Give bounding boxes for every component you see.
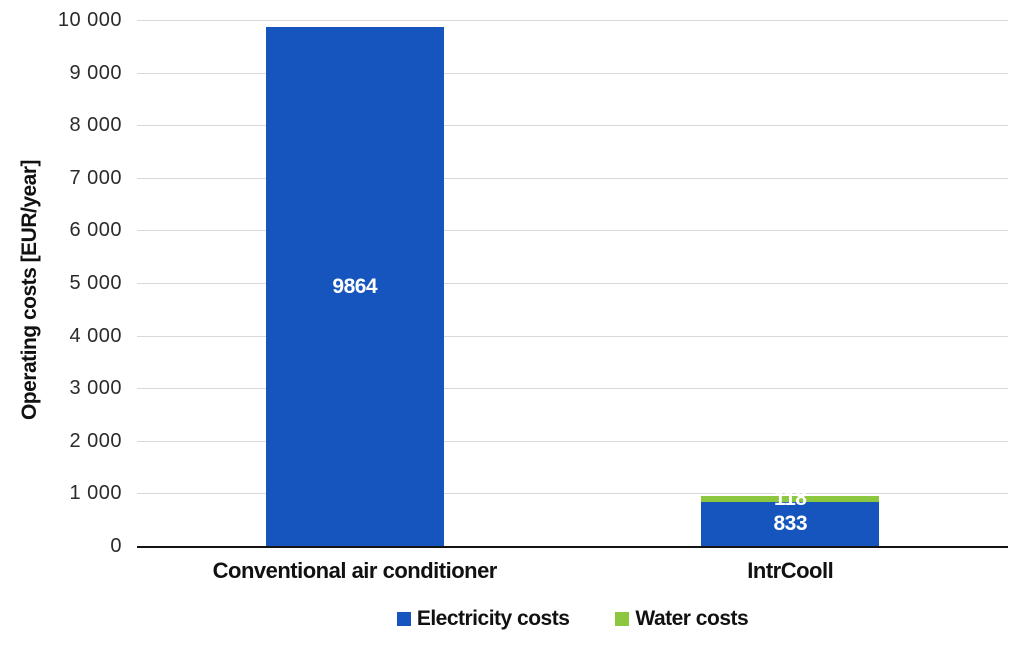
y-tick-label: 5 000	[69, 272, 122, 294]
bar-value-label: 9864	[332, 274, 378, 298]
bar-value-label: 118	[774, 487, 807, 511]
bar-segment: 118	[701, 487, 880, 510]
y-tick-label: 6 000	[69, 219, 122, 242]
gridline	[137, 72, 1008, 74]
y-tick-label: 8 000	[69, 114, 122, 137]
gridline	[137, 283, 1008, 284]
y-tick-label: 7 000	[69, 166, 122, 189]
legend-color-swatch-icon	[396, 612, 411, 626]
x-axis-category-labels: Conventional air conditioner IntrCooll	[137, 558, 1008, 588]
gridline	[137, 125, 1008, 127]
legend-color-swatch-icon	[615, 612, 630, 626]
y-tick-label: 3 000	[69, 377, 122, 400]
legend-label: Electricity costs	[416, 607, 570, 630]
bar-value-label: 833	[773, 512, 808, 536]
y-tick-label: 4 000	[69, 324, 122, 347]
gridline	[137, 177, 1008, 179]
gridline	[137, 230, 1008, 232]
bar-segment: 833	[701, 502, 880, 546]
y-tick-label: 1 000	[69, 482, 122, 505]
y-tick-label: 10 000	[57, 9, 122, 31]
gridline	[137, 335, 1008, 337]
y-axis-tick-labels: 10 000 9 000 8 000 7 000 6 000 5 000 4 000 3 00…	[0, 9, 122, 557]
gridline	[137, 20, 1008, 21]
y-tick-label: 0	[110, 535, 122, 557]
legend: Electricity costs Water costs	[137, 607, 1008, 631]
gridline	[137, 388, 1008, 390]
legend-label: Water costs	[635, 607, 749, 630]
x-category-label: IntrCooll	[747, 558, 834, 583]
plot-area: 9864 833 118	[137, 20, 1008, 548]
legend-item: Water costs	[615, 607, 749, 631]
bar-segment: 9864	[265, 27, 444, 546]
y-tick-label: 9 000	[69, 61, 122, 84]
y-tick-label: 2 000	[69, 429, 122, 452]
gridline	[137, 493, 1008, 495]
gridline	[137, 440, 1008, 442]
x-category-label: Conventional air conditioner	[212, 558, 498, 583]
legend-item: Electricity costs	[396, 607, 570, 631]
